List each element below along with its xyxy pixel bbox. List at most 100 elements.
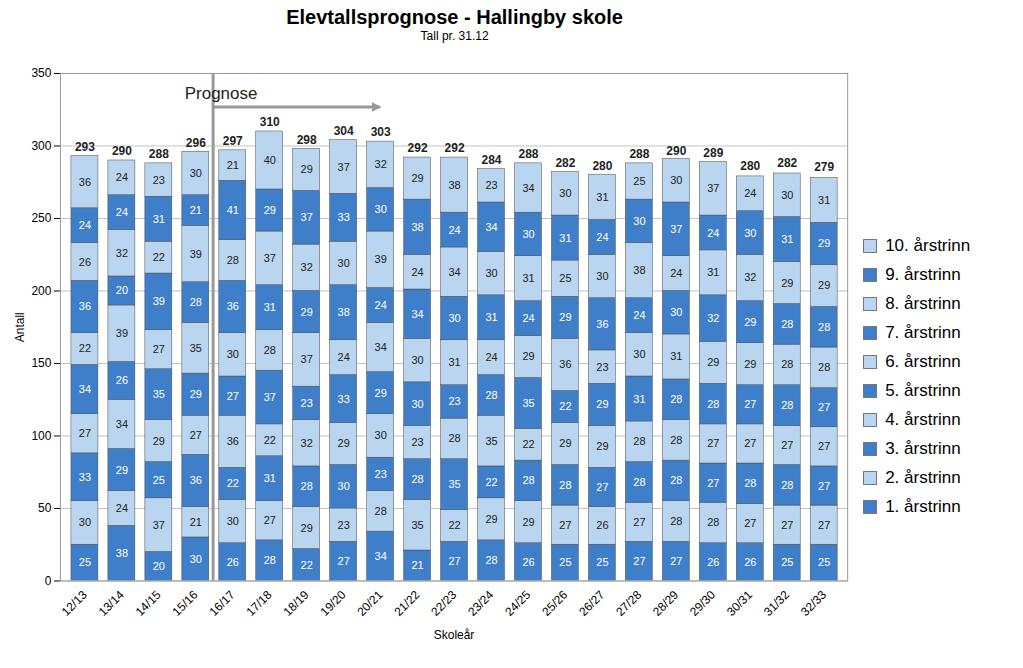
svg-text:22: 22	[522, 438, 534, 450]
svg-text:27: 27	[190, 429, 202, 441]
svg-text:29: 29	[818, 279, 830, 291]
svg-text:34: 34	[375, 341, 387, 353]
svg-text:21/22: 21/22	[391, 587, 422, 618]
svg-text:36: 36	[596, 318, 608, 330]
svg-text:23: 23	[411, 436, 423, 448]
svg-text:29/30: 29/30	[687, 587, 718, 618]
svg-text:31: 31	[781, 233, 793, 245]
svg-text:30: 30	[559, 187, 571, 199]
svg-text:35: 35	[485, 435, 497, 447]
svg-text:279: 279	[814, 160, 834, 174]
svg-text:30: 30	[411, 354, 423, 366]
svg-text:28: 28	[633, 476, 645, 488]
svg-text:27: 27	[633, 516, 645, 528]
svg-text:27: 27	[818, 401, 830, 413]
svg-text:26: 26	[596, 519, 608, 531]
svg-text:34: 34	[411, 308, 423, 320]
svg-text:29: 29	[707, 356, 719, 368]
svg-text:293: 293	[75, 140, 95, 154]
svg-text:36: 36	[190, 474, 202, 486]
svg-text:31: 31	[559, 232, 571, 244]
svg-text:24: 24	[116, 206, 128, 218]
svg-text:289: 289	[703, 146, 723, 160]
svg-text:17/18: 17/18	[243, 587, 274, 618]
svg-text:290: 290	[112, 144, 132, 158]
svg-text:280: 280	[740, 159, 760, 173]
svg-text:41: 41	[227, 204, 239, 216]
svg-text:28: 28	[670, 474, 682, 486]
svg-text:31/32: 31/32	[761, 587, 792, 618]
svg-text:37: 37	[264, 391, 276, 403]
svg-text:24: 24	[375, 299, 387, 311]
svg-text:12/13: 12/13	[59, 587, 90, 618]
svg-text:24: 24	[596, 231, 608, 243]
svg-text:200: 200	[31, 284, 51, 298]
svg-text:27: 27	[818, 519, 830, 531]
svg-text:28: 28	[670, 393, 682, 405]
svg-text:18/19: 18/19	[280, 587, 311, 618]
svg-text:284: 284	[482, 153, 502, 167]
svg-text:23/24: 23/24	[465, 587, 496, 618]
svg-text:25: 25	[781, 556, 793, 568]
svg-text:30: 30	[375, 429, 387, 441]
svg-text:37: 37	[707, 182, 719, 194]
svg-text:30: 30	[781, 189, 793, 201]
svg-text:36: 36	[79, 300, 91, 312]
svg-text:29: 29	[559, 437, 571, 449]
svg-text:21: 21	[190, 516, 202, 528]
svg-text:22: 22	[79, 342, 91, 354]
svg-text:31: 31	[264, 301, 276, 313]
svg-text:24: 24	[411, 266, 423, 278]
svg-text:20/21: 20/21	[354, 587, 385, 618]
svg-text:37: 37	[338, 161, 350, 173]
svg-text:34: 34	[522, 182, 534, 194]
svg-text:31: 31	[818, 194, 830, 206]
svg-text:19/20: 19/20	[317, 587, 348, 618]
svg-text:27: 27	[448, 555, 460, 567]
svg-text:38: 38	[116, 547, 128, 559]
svg-text:32: 32	[116, 247, 128, 259]
svg-text:30/31: 30/31	[724, 587, 755, 618]
svg-text:30: 30	[375, 203, 387, 215]
svg-text:28: 28	[670, 434, 682, 446]
svg-text:24: 24	[448, 224, 460, 236]
svg-text:29: 29	[116, 464, 128, 476]
svg-text:290: 290	[666, 144, 686, 158]
svg-text:28: 28	[781, 479, 793, 491]
svg-text:28: 28	[781, 318, 793, 330]
svg-text:28: 28	[707, 516, 719, 528]
svg-text:32: 32	[707, 312, 719, 324]
svg-text:29: 29	[522, 516, 534, 528]
svg-text:15/16: 15/16	[170, 587, 201, 618]
svg-text:30: 30	[670, 174, 682, 186]
svg-text:35: 35	[190, 342, 202, 354]
svg-text:288: 288	[518, 147, 538, 161]
svg-text:34: 34	[448, 266, 460, 278]
svg-text:Skoleår: Skoleår	[434, 628, 475, 642]
svg-text:28: 28	[301, 480, 313, 492]
svg-text:296: 296	[186, 136, 206, 150]
svg-text:34: 34	[79, 383, 91, 395]
svg-text:36: 36	[559, 358, 571, 370]
svg-text:27: 27	[818, 440, 830, 452]
svg-text:28: 28	[707, 398, 719, 410]
svg-text:24: 24	[670, 267, 682, 279]
svg-text:30: 30	[338, 480, 350, 492]
svg-text:24: 24	[338, 351, 350, 363]
svg-text:30: 30	[411, 398, 423, 410]
svg-text:23: 23	[485, 179, 497, 191]
svg-text:28: 28	[190, 296, 202, 308]
svg-text:27: 27	[338, 555, 350, 567]
svg-text:50: 50	[38, 501, 52, 515]
svg-text:26: 26	[79, 255, 91, 267]
svg-text:350: 350	[31, 66, 51, 80]
svg-text:30: 30	[190, 553, 202, 565]
svg-text:24: 24	[116, 171, 128, 183]
svg-text:38: 38	[448, 179, 460, 191]
svg-text:32/33: 32/33	[798, 587, 829, 618]
svg-text:22: 22	[227, 477, 239, 489]
svg-text:26: 26	[744, 556, 756, 568]
svg-text:20: 20	[116, 284, 128, 296]
svg-text:28: 28	[411, 473, 423, 485]
svg-text:27: 27	[781, 439, 793, 451]
